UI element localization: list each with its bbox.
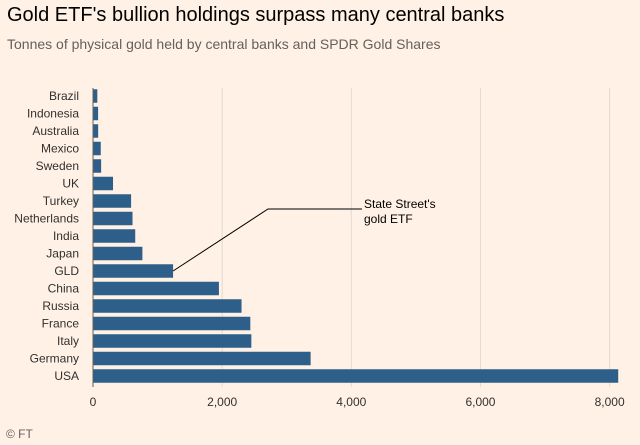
category-label: Italy bbox=[57, 334, 79, 348]
category-label: Brazil bbox=[49, 89, 79, 103]
bar bbox=[93, 141, 101, 156]
bar bbox=[93, 194, 132, 208]
bar bbox=[93, 316, 251, 331]
category-label: Netherlands bbox=[14, 212, 79, 226]
category-label: Turkey bbox=[43, 194, 79, 208]
category-label: USA bbox=[54, 369, 79, 383]
category-label: Sweden bbox=[36, 159, 79, 173]
category-label: Japan bbox=[46, 247, 79, 261]
category-label: China bbox=[48, 282, 80, 296]
category-label: GLD bbox=[54, 264, 79, 278]
source-credit: © FT bbox=[6, 427, 33, 441]
x-tick-label: 6,000 bbox=[465, 395, 495, 409]
category-label: UK bbox=[62, 177, 79, 191]
category-label: India bbox=[53, 229, 79, 243]
chart-title: Gold ETF's bullion holdings surpass many… bbox=[7, 4, 505, 26]
bar bbox=[93, 334, 252, 348]
annotation-label: State Street's bbox=[364, 197, 436, 211]
x-tick-label: 8,000 bbox=[595, 395, 625, 409]
category-label: Australia bbox=[32, 124, 79, 138]
bar bbox=[93, 176, 114, 191]
x-tick-label: 2,000 bbox=[207, 395, 237, 409]
bar bbox=[93, 246, 143, 261]
category-label: Indonesia bbox=[27, 107, 79, 121]
bar bbox=[93, 281, 219, 296]
category-label: Germany bbox=[30, 352, 79, 366]
chart-subtitle: Tonnes of physical gold held by central … bbox=[7, 36, 441, 52]
x-tick-label: 0 bbox=[90, 395, 97, 409]
annotation-label: gold ETF bbox=[364, 212, 413, 226]
bar bbox=[93, 369, 619, 383]
annotation-leader-line bbox=[172, 208, 362, 272]
bar bbox=[93, 299, 242, 313]
bar bbox=[93, 89, 98, 103]
bar bbox=[93, 229, 136, 243]
category-label: Mexico bbox=[41, 142, 79, 156]
bar bbox=[93, 106, 99, 121]
bar bbox=[93, 159, 102, 173]
category-label: Russia bbox=[42, 299, 79, 313]
category-label: France bbox=[42, 317, 80, 331]
bar bbox=[93, 211, 133, 226]
bar bbox=[93, 351, 311, 366]
bar bbox=[93, 264, 174, 278]
x-tick-label: 4,000 bbox=[336, 395, 366, 409]
bar bbox=[93, 124, 99, 138]
